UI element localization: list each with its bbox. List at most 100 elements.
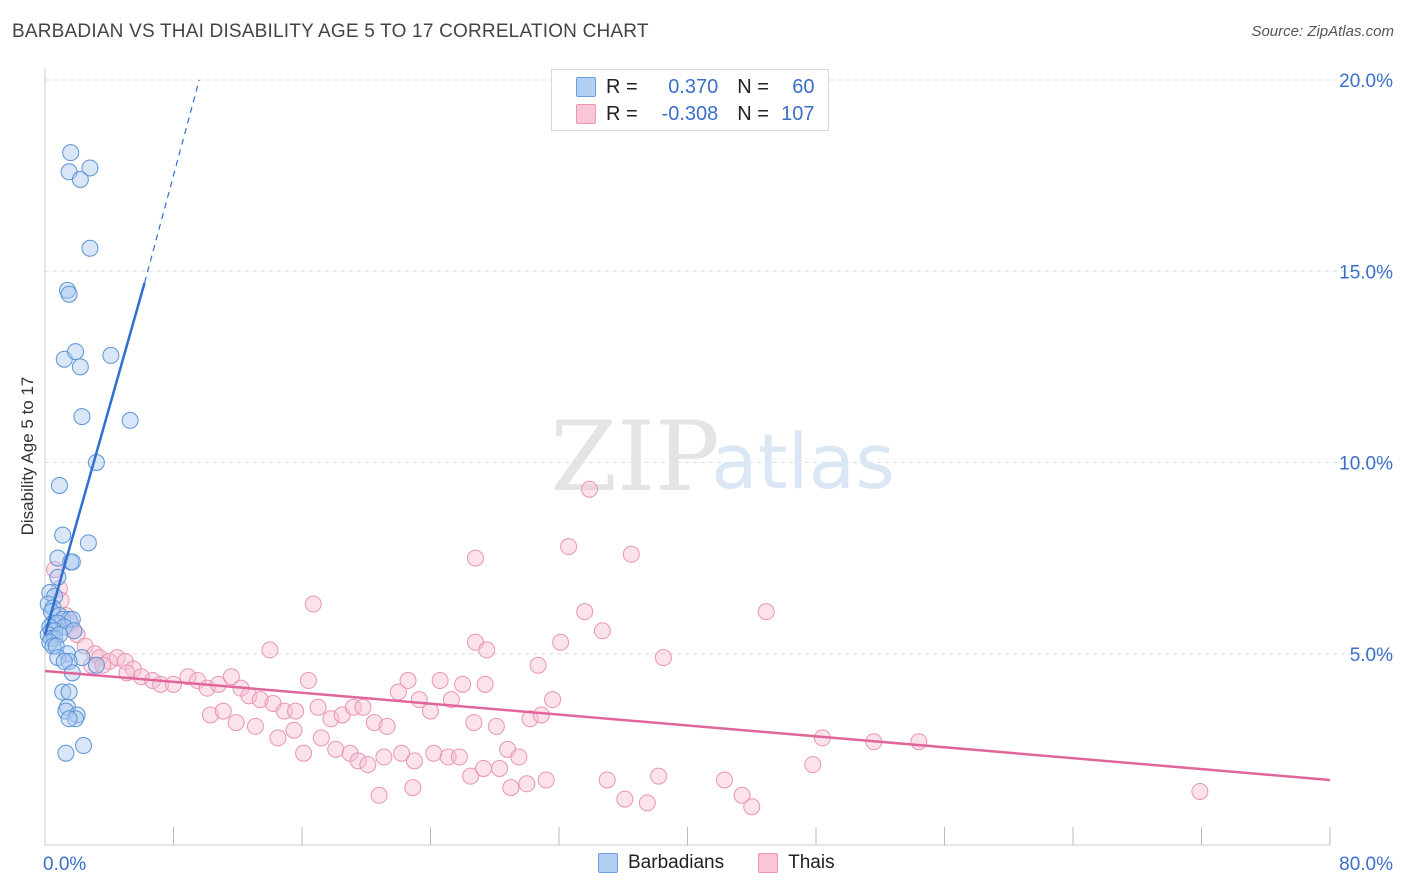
thai-point (502, 779, 520, 797)
barbadian-point (102, 346, 120, 364)
legend-label-barbadians: Barbadians (628, 852, 725, 873)
thai-point (322, 710, 340, 728)
correlation-legend: R = 0.370 N = 60 R = -0.308 N = 107 (551, 69, 829, 131)
thais-trend-line (44, 669, 1331, 782)
thai-point (593, 622, 611, 640)
thai-point (442, 691, 460, 709)
thai-point (375, 748, 393, 766)
barbadian-point (54, 526, 72, 544)
legend-item-thais: Thais (758, 852, 835, 874)
thai-point (510, 748, 528, 766)
barbadians-trend-extension (144, 79, 200, 283)
thai-point (616, 790, 634, 808)
thai-point (214, 702, 232, 720)
thai-point (529, 656, 547, 674)
barbadian-point (71, 170, 89, 188)
x-tick-label-min: 0.0% (43, 854, 86, 875)
source-label: Source: ZipAtlas.com (1251, 23, 1394, 40)
thai-point (108, 649, 126, 667)
y-axis-label: Disability Age 5 to 17 (18, 377, 37, 536)
thai-point (650, 767, 668, 785)
legend-n-value: 60 (792, 75, 815, 98)
thai-point (715, 771, 733, 789)
thai-point (518, 775, 536, 793)
thai-point (251, 691, 269, 709)
legend-r-value: 0.370 (668, 75, 719, 98)
thai-point (475, 760, 493, 777)
thais-points (46, 480, 1209, 816)
thai-point (399, 672, 417, 690)
barbadian-point (73, 649, 91, 667)
thai-point (393, 744, 411, 762)
thai-point (478, 641, 496, 659)
legend-item-barbadians: Barbadians (598, 852, 724, 874)
tick-labels: 5.0% 10.0% 15.0% 20.0% 0.0% 80.0% (43, 71, 1393, 875)
barbadian-point (65, 622, 83, 640)
barbadian-point (50, 476, 68, 494)
y-tick-label: 10.0% (1339, 454, 1393, 475)
barbadian-point (81, 159, 99, 177)
legend-r-value: -0.308 (661, 102, 719, 125)
legend-n-label: N = (737, 102, 775, 125)
thai-point (201, 706, 219, 724)
thai-point (285, 721, 303, 739)
thai-point (246, 717, 264, 735)
thai-point (560, 538, 578, 556)
thai-point (312, 729, 330, 747)
thai-point (304, 595, 322, 613)
barbadian-point (71, 358, 89, 376)
barbadian-point (60, 683, 78, 701)
thai-point (327, 740, 345, 758)
thai-point (405, 752, 423, 770)
thai-point (295, 744, 313, 762)
thai-point (462, 767, 480, 785)
legend-r-label: R = (606, 75, 644, 98)
x-tick-label-max: 80.0% (1339, 854, 1393, 875)
thai-point (476, 675, 494, 693)
thai-point (537, 771, 555, 789)
thai-point (370, 786, 388, 804)
thai-point (165, 675, 182, 693)
thai-point (404, 779, 422, 797)
legend-n-value: 107 (781, 102, 815, 125)
thai-point (269, 729, 287, 747)
thai-point (261, 641, 279, 659)
legend-label-thais: Thais (788, 852, 835, 873)
thai-point (349, 752, 367, 770)
thai-point (491, 760, 509, 777)
barbadian-point (79, 534, 97, 552)
thai-point (422, 702, 439, 720)
watermark: ZIP atlas (550, 401, 894, 513)
thai-point (581, 480, 599, 498)
thai-point (359, 756, 377, 774)
thai-point (309, 698, 327, 716)
barbadian-point (75, 737, 93, 755)
legend-row-thais: R = -0.308 N = 107 (576, 102, 815, 126)
thai-point (743, 798, 761, 816)
barbadian-point (60, 285, 78, 303)
thai-point (733, 786, 751, 804)
thai-point (521, 710, 539, 728)
pink-swatch-icon (758, 853, 779, 873)
y-tick-label: 15.0% (1339, 262, 1393, 283)
barbadian-point (60, 710, 78, 728)
thai-point (354, 698, 372, 716)
legend-n-label: N = (737, 75, 775, 98)
thai-point (466, 549, 484, 567)
thai-point (757, 603, 775, 621)
barbadian-point (87, 656, 105, 674)
thai-point (576, 603, 594, 621)
barbadians-points (39, 144, 139, 762)
barbadians-trend-line (43, 282, 146, 635)
thai-point (179, 668, 197, 686)
thai-point (654, 649, 672, 667)
thai-point (454, 675, 472, 693)
series-legend: Barbadians Thais (598, 852, 869, 874)
thai-point (804, 756, 822, 774)
watermark-atlas: atlas (711, 417, 895, 506)
thai-point (552, 633, 570, 651)
thai-point (487, 717, 505, 735)
thai-point (638, 794, 656, 812)
thai-point (378, 717, 396, 735)
